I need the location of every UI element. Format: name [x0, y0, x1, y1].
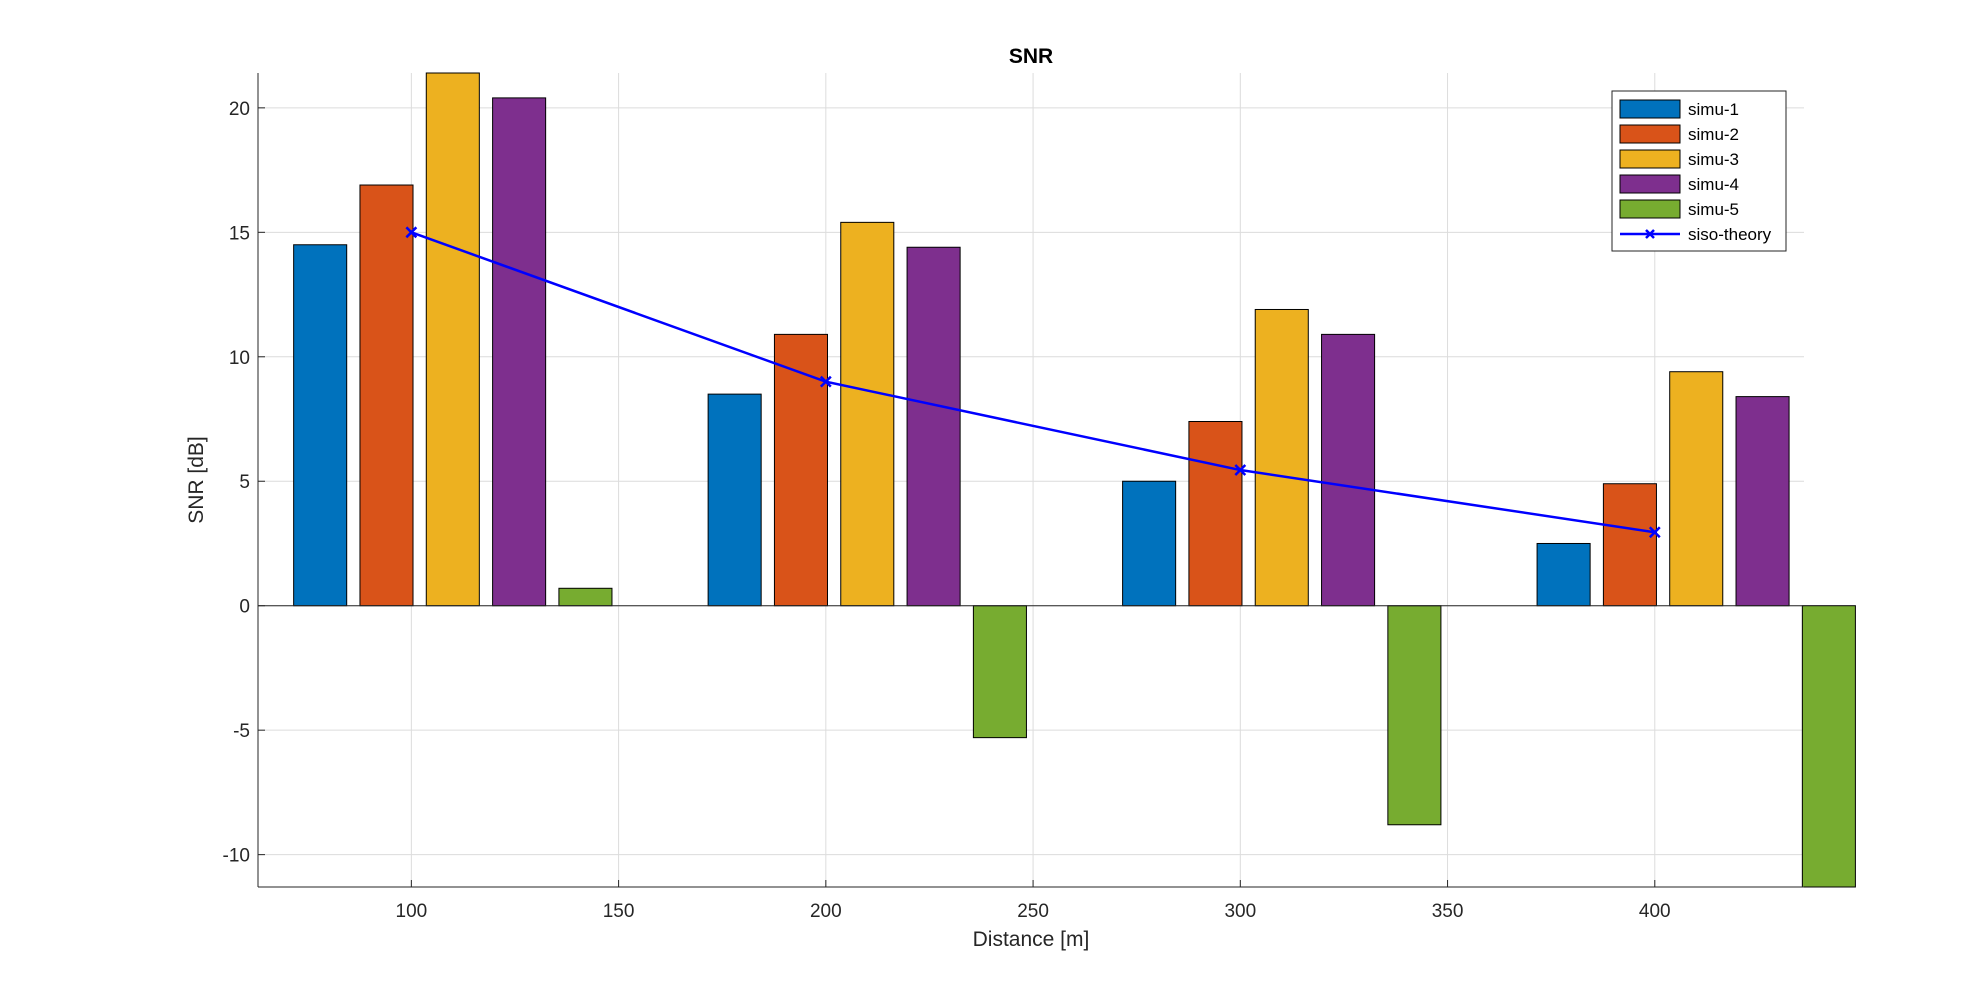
x-axis-label: Distance [m]	[973, 928, 1090, 951]
bar-simu-2-300	[1188, 421, 1243, 607]
bar-simu-5-200	[972, 605, 1027, 739]
y-tick-label: 20	[229, 99, 250, 120]
legend-swatch-simu-3	[1619, 149, 1681, 169]
legend-swatch-simu-2	[1619, 124, 1681, 144]
bars	[293, 72, 1856, 888]
legend-label-simu-5: simu-5	[1688, 200, 1739, 219]
legend-swatch-simu-5	[1619, 199, 1681, 219]
legend: simu-1 simu-2 simu-3 simu-4 simu-5 siso-theor…	[1611, 90, 1787, 252]
tick-labels: 100 150 200 250 300 350 400 -10 -5 0 5 10 15 20	[223, 99, 1671, 922]
y-axis-label: SNR [dB]	[185, 436, 208, 524]
bar-simu-4-100	[492, 97, 547, 607]
bar-simu-4-400	[1735, 396, 1790, 607]
bar-simu-1-400	[1536, 542, 1591, 607]
y-tick-label: 0	[239, 597, 250, 618]
marker-siso-theory-200	[819, 375, 832, 388]
marker-siso-theory-300	[1234, 464, 1247, 476]
legend-marker-siso-theory	[1645, 229, 1655, 239]
bar-simu-3-300	[1254, 308, 1309, 607]
x-tick-label: 250	[1017, 901, 1049, 922]
bar-simu-2-400	[1602, 483, 1657, 607]
y-tick-label: -10	[223, 846, 250, 867]
x-tick-label: 300	[1224, 901, 1256, 922]
legend-swatch-simu-1	[1619, 99, 1681, 119]
bar-simu-2-200	[773, 333, 828, 607]
bar-simu-5-100	[558, 587, 613, 607]
bar-simu-3-100	[425, 72, 480, 607]
legend-label-simu-4: simu-4	[1688, 175, 1739, 194]
legend-label-simu-1: simu-1	[1688, 100, 1739, 119]
legend-label-siso-theory: siso-theory	[1688, 225, 1772, 244]
y-tick-label: 15	[229, 223, 250, 244]
legend-label-simu-2: simu-2	[1688, 125, 1739, 144]
theory-line	[405, 226, 1661, 539]
bar-simu-5-400	[1801, 605, 1856, 888]
bar-simu-1-300	[1122, 480, 1177, 607]
y-tick-label: 10	[229, 348, 250, 369]
chart-title: SNR	[1009, 45, 1053, 68]
bar-simu-3-400	[1669, 371, 1724, 607]
marker-siso-theory-400	[1648, 526, 1661, 539]
x-tick-label: 150	[603, 901, 635, 922]
bar-simu-2-100	[359, 184, 414, 607]
legend-swatch-simu-4	[1619, 174, 1681, 194]
legend-label-simu-3: simu-3	[1688, 150, 1739, 169]
bar-simu-4-300	[1321, 333, 1376, 607]
bar-simu-5-300	[1387, 605, 1442, 826]
bar-simu-1-200	[707, 393, 762, 607]
axes	[257, 73, 1804, 888]
x-tick-label: 200	[810, 901, 842, 922]
x-tick-label: 350	[1432, 901, 1464, 922]
line-siso-theory	[410, 231, 1655, 534]
marker-siso-theory-100	[405, 226, 418, 239]
x-tick-label: 400	[1639, 901, 1671, 922]
y-tick-label: 5	[239, 472, 250, 493]
bar-simu-1-100	[293, 244, 348, 607]
bar-simu-3-200	[840, 221, 895, 607]
bar-simu-4-200	[906, 246, 961, 607]
y-tick-label: -5	[233, 721, 250, 742]
x-tick-label: 100	[396, 901, 428, 922]
